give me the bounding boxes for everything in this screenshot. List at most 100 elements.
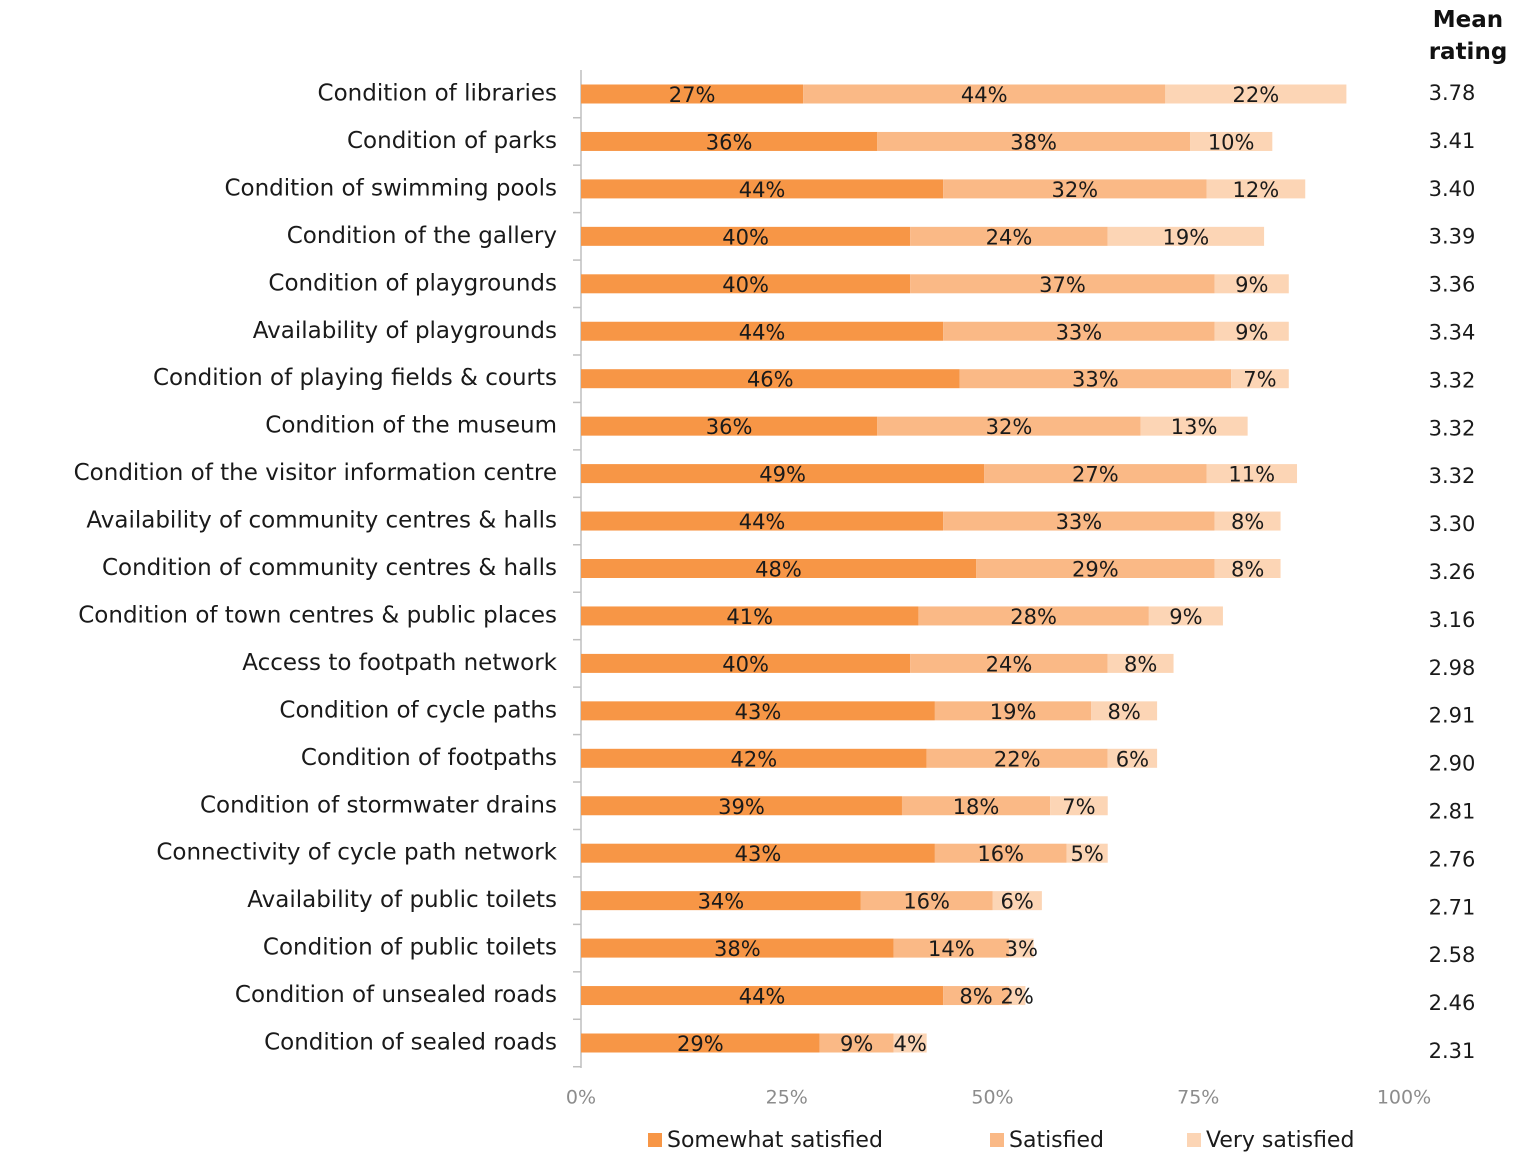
category-label: Availability of public toilets <box>247 887 557 913</box>
legend-label: Satisfied <box>1009 1128 1104 1153</box>
category-label: Condition of libraries <box>318 81 557 107</box>
bar-segment <box>581 321 944 341</box>
legend-label: Very satisfied <box>1206 1128 1354 1153</box>
value-label: 34% <box>698 890 745 914</box>
bar-segment <box>934 701 1092 721</box>
bar-segment <box>1214 559 1281 578</box>
value-label: 4% <box>894 1032 927 1056</box>
value-label: 33% <box>1072 368 1119 392</box>
value-label: 36% <box>706 130 753 154</box>
mean-rating: 3.32 <box>1429 464 1476 488</box>
bar-segment <box>901 796 1051 816</box>
bar-segment <box>1140 416 1248 436</box>
bar-segment <box>581 843 935 863</box>
bar-segment <box>1206 179 1306 199</box>
bar-segment <box>910 274 1215 294</box>
bar-segment <box>1050 796 1108 816</box>
value-label: 44% <box>739 178 786 202</box>
value-label: 8% <box>959 985 992 1009</box>
bar-segment <box>581 369 960 389</box>
bar-segment <box>893 1033 927 1053</box>
mean-rating: 3.32 <box>1429 416 1476 440</box>
mean-rating: 3.30 <box>1429 512 1476 536</box>
mean-rating: 2.71 <box>1429 895 1476 919</box>
bar-segment <box>581 701 935 721</box>
value-label: 14% <box>928 937 975 961</box>
bar-segment <box>581 796 902 816</box>
bar-segment <box>918 606 1149 626</box>
bar-segment <box>943 511 1215 531</box>
value-label: 36% <box>706 415 753 439</box>
category-label: Condition of swimming pools <box>224 175 557 201</box>
x-tick-label: 75% <box>1177 1087 1219 1109</box>
category-label: Condition of the museum <box>265 413 557 439</box>
category-label: Availability of playgrounds <box>253 318 557 344</box>
bar-segment <box>877 416 1141 436</box>
bar-segment <box>1008 986 1026 1006</box>
bar-segment <box>893 938 1009 958</box>
bar-segment <box>1190 131 1273 151</box>
category-label: Condition of cycle paths <box>279 697 557 723</box>
bar-segment <box>581 748 927 768</box>
category-label: Condition of public toilets <box>263 935 557 961</box>
value-label: 10% <box>1208 130 1255 154</box>
value-label: 42% <box>730 747 777 771</box>
mean-rating: 3.34 <box>1429 321 1476 345</box>
mean-rating: 2.91 <box>1429 704 1476 728</box>
legend-swatch <box>648 1133 662 1147</box>
value-label: 43% <box>735 700 782 724</box>
bar-segment <box>1008 938 1034 958</box>
mean-rating: 3.78 <box>1429 81 1476 105</box>
value-label: 22% <box>1233 83 1280 107</box>
bar-segment <box>1107 653 1174 673</box>
bar-segment <box>984 464 1207 484</box>
bar-segment <box>992 891 1042 911</box>
bar-segment <box>1066 843 1108 863</box>
category-label: Condition of playgrounds <box>268 270 557 296</box>
value-label: 19% <box>1163 225 1210 249</box>
bar-segment <box>581 891 861 911</box>
value-label: 43% <box>735 842 782 866</box>
category-label: Availability of community centres & hall… <box>86 508 557 534</box>
value-label: 38% <box>1010 130 1057 154</box>
bar-segment <box>581 938 894 958</box>
bar-segment <box>819 1033 894 1053</box>
bar-segment <box>581 606 919 626</box>
value-label: 5% <box>1070 842 1103 866</box>
value-label: 49% <box>759 463 806 487</box>
category-label: Condition of footpaths <box>301 745 557 771</box>
bar-segment <box>1214 321 1289 341</box>
mean-rating: 2.76 <box>1429 847 1476 871</box>
value-label: 48% <box>755 558 802 582</box>
bar-segment <box>910 653 1108 673</box>
mean-rating: 3.26 <box>1429 560 1476 584</box>
mean-rating: 3.32 <box>1429 368 1476 392</box>
category-label: Condition of sealed roads <box>264 1030 557 1056</box>
mean-rating: 2.58 <box>1429 943 1476 967</box>
value-label: 19% <box>990 700 1037 724</box>
mean-rating: 3.40 <box>1429 177 1476 201</box>
value-label: 8% <box>1124 652 1157 676</box>
value-label: 2% <box>1001 985 1034 1009</box>
bar-segment <box>959 369 1232 389</box>
value-label: 6% <box>1001 890 1034 914</box>
bar-segment <box>943 321 1215 341</box>
value-label: 11% <box>1228 463 1275 487</box>
value-label: 39% <box>718 795 765 819</box>
bar-segment <box>1206 464 1298 484</box>
bar-segment <box>943 986 1009 1006</box>
bar-segment <box>1214 511 1281 531</box>
value-label: 33% <box>1056 320 1103 344</box>
category-label: Condition of town centres & public place… <box>78 602 557 628</box>
bar-segment <box>1107 226 1265 246</box>
value-label: 27% <box>1072 463 1119 487</box>
bar-segment <box>860 891 993 911</box>
bar-segment <box>581 274 911 294</box>
mean-rating: 2.31 <box>1429 1039 1476 1063</box>
bar-segment <box>926 748 1108 768</box>
legend-swatch <box>990 1133 1004 1147</box>
value-label: 40% <box>722 225 769 249</box>
value-label: 9% <box>1235 320 1268 344</box>
